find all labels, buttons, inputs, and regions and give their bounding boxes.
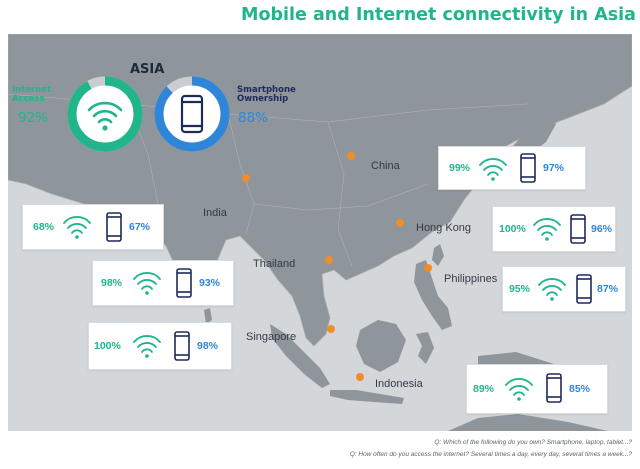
singapore-marker bbox=[327, 325, 335, 333]
smartphone-ownership-label: Smartphone Ownership bbox=[237, 86, 296, 104]
thailand-marker bbox=[325, 256, 333, 264]
internet-pct: 89% bbox=[473, 383, 495, 395]
sri-lanka bbox=[204, 308, 212, 324]
india-label: India bbox=[203, 207, 227, 219]
internet-access-ring bbox=[67, 76, 143, 152]
internet-pct: 68% bbox=[33, 221, 55, 233]
borders bbox=[8, 93, 529, 267]
internet-ring-fill bbox=[67, 76, 143, 152]
smartphone-icon bbox=[174, 331, 190, 361]
internet-access-pct: 92% bbox=[18, 110, 49, 126]
country-card-hong-kong: 100% 96% bbox=[492, 206, 616, 252]
smartphone-icon bbox=[570, 214, 586, 244]
australia bbox=[448, 414, 608, 431]
smartphone-pct: 93% bbox=[199, 277, 221, 289]
country-card-china: 99% 97% bbox=[438, 146, 586, 190]
sulawesi bbox=[416, 332, 434, 364]
smartphone-icon bbox=[106, 212, 122, 242]
internet-pct: 100% bbox=[94, 340, 121, 352]
internet-label-line2: Access bbox=[12, 94, 45, 104]
smartphone-icon bbox=[180, 94, 204, 134]
wifi-icon bbox=[533, 218, 561, 241]
india-marker bbox=[242, 174, 250, 182]
smartphone-pct: 87% bbox=[597, 283, 619, 295]
internet-pct: 95% bbox=[509, 283, 531, 295]
smartphone-pct: 96% bbox=[591, 223, 613, 235]
country-card-india: 68% 67% bbox=[22, 204, 164, 250]
country-card-philippines: 95% 87% bbox=[502, 266, 626, 312]
sumatra bbox=[270, 324, 330, 388]
indonesia-marker bbox=[356, 373, 364, 381]
wifi-icon bbox=[133, 335, 161, 358]
singapore-label: Singapore bbox=[246, 331, 297, 343]
internet-pct: 99% bbox=[449, 162, 471, 174]
asia-title: ASIA bbox=[130, 62, 165, 77]
hong-kong-marker bbox=[396, 219, 404, 227]
thailand-label: Thailand bbox=[253, 258, 296, 270]
page-title: Mobile and Internet connectivity in Asia bbox=[241, 5, 636, 25]
taiwan bbox=[432, 244, 444, 266]
wifi-icon bbox=[63, 216, 91, 239]
smartphone-icon bbox=[576, 274, 592, 304]
philippines-label: Philippines bbox=[444, 273, 498, 285]
smartphone-pct: 97% bbox=[543, 162, 565, 174]
internet-access-label: Internet Access bbox=[12, 86, 51, 104]
footnote-question-2: Q: How often do you access the internet?… bbox=[349, 451, 632, 458]
china-label: China bbox=[371, 160, 400, 172]
wifi-icon bbox=[479, 158, 507, 181]
internet-pct: 98% bbox=[101, 277, 123, 289]
wifi-icon bbox=[133, 272, 161, 295]
wifi-icon bbox=[538, 278, 566, 301]
smartphone-icon bbox=[176, 268, 192, 298]
java bbox=[330, 390, 404, 404]
country-card-thailand: 98% 93% bbox=[92, 260, 234, 306]
smartphone-pct: 67% bbox=[129, 221, 151, 233]
borneo bbox=[356, 320, 406, 372]
country-card-indonesia: 89% 85% bbox=[466, 364, 608, 414]
footnote-question-1: Q: Which of the following do you own? Sm… bbox=[434, 439, 632, 446]
philippines bbox=[414, 260, 452, 330]
china-marker bbox=[347, 152, 355, 160]
country-card-singapore: 100% 98% bbox=[88, 322, 232, 370]
wifi-icon bbox=[87, 101, 123, 131]
smartphone-label-line2: Ownership bbox=[237, 94, 289, 104]
hong-kong-label: Hong Kong bbox=[416, 222, 472, 234]
internet-label-line1: Internet bbox=[12, 85, 52, 95]
internet-pct: 100% bbox=[499, 223, 526, 235]
indonesia-label: Indonesia bbox=[375, 378, 423, 390]
smartphone-icon bbox=[546, 373, 562, 403]
smartphone-ownership-ring bbox=[154, 76, 230, 152]
smartphone-icon bbox=[520, 153, 536, 183]
smartphone-pct: 98% bbox=[197, 340, 219, 352]
wifi-icon bbox=[505, 378, 533, 401]
philippines-marker bbox=[424, 264, 432, 272]
smartphone-label-line1: Smartphone bbox=[237, 85, 296, 95]
smartphone-ring-fill bbox=[154, 76, 230, 152]
smartphone-pct: 85% bbox=[569, 383, 591, 395]
smartphone-ownership-pct: 88% bbox=[238, 110, 269, 126]
